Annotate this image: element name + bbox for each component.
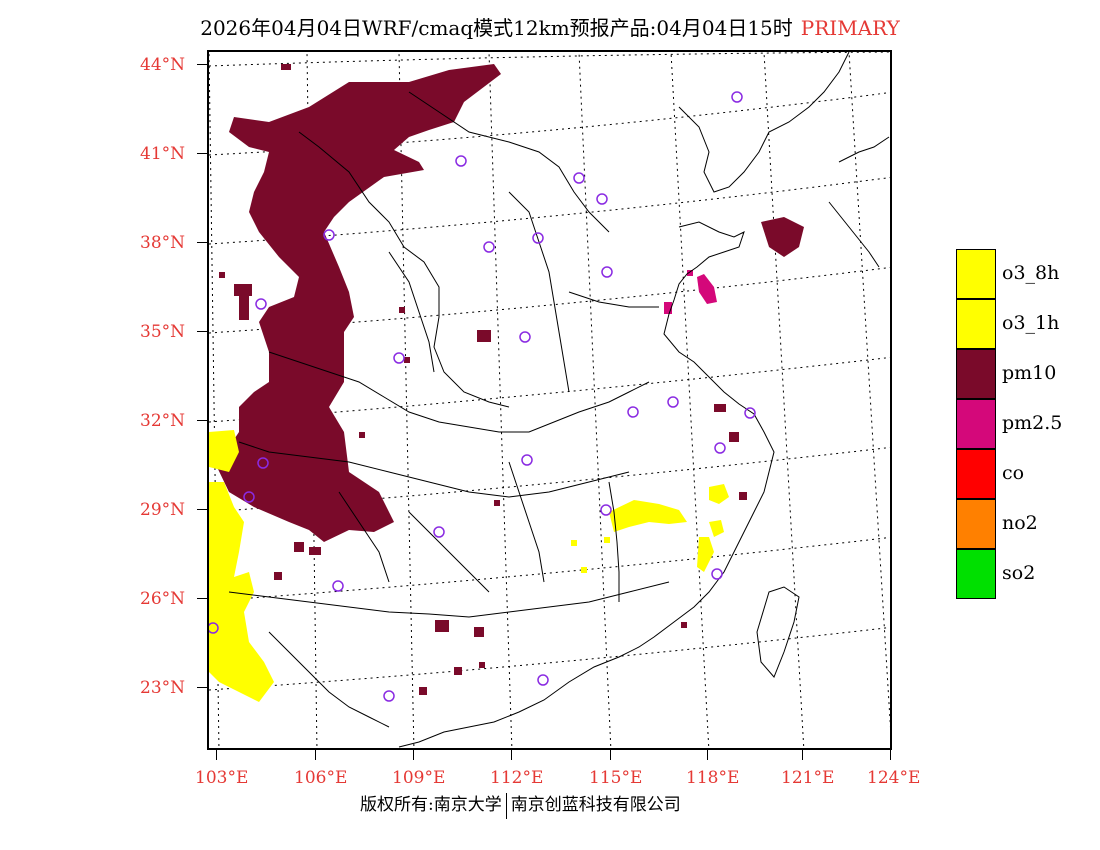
stations xyxy=(209,91,756,702)
map-panel[interactable] xyxy=(207,50,892,750)
legend-swatch xyxy=(956,249,996,299)
legend-label: o3_1h xyxy=(1002,312,1060,334)
boundaries xyxy=(228,52,890,748)
lon-label-106: 106°E xyxy=(294,768,348,788)
lon-label-124: 124°E xyxy=(867,768,921,788)
footer-right: 南京创蓝科技有限公司 xyxy=(510,795,681,815)
lon-tick xyxy=(707,750,708,760)
lon-tick xyxy=(511,750,512,760)
footer-separator xyxy=(505,792,507,819)
chart-title: 2026年04月04日WRF/cmaq模式12km预报产品:04月04日15时 P… xyxy=(0,12,1100,41)
lon-tick xyxy=(802,750,803,760)
lat-tick xyxy=(197,242,207,243)
lon-label-112: 112°E xyxy=(490,768,544,788)
legend-swatch xyxy=(956,549,996,599)
lon-label-118: 118°E xyxy=(686,768,740,788)
lat-label-38: 38°N xyxy=(140,233,186,253)
pm10-main-plume xyxy=(217,64,501,542)
lat-label-32: 32°N xyxy=(140,411,186,431)
lon-label-115: 115°E xyxy=(589,768,643,788)
legend-label: pm10 xyxy=(1002,362,1057,384)
lat-label-41: 41°N xyxy=(140,144,186,164)
lon-tick xyxy=(216,750,217,760)
lon-tick xyxy=(315,750,316,760)
lat-tick xyxy=(197,509,207,510)
lon-label-121: 121°E xyxy=(781,768,835,788)
legend-swatch xyxy=(956,399,996,449)
legend-label: pm2.5 xyxy=(1002,412,1063,434)
lat-tick xyxy=(197,598,207,599)
pm25-area xyxy=(664,270,717,314)
legend-label: co xyxy=(1002,462,1025,484)
legend-swatch xyxy=(956,499,996,549)
lat-tick xyxy=(197,331,207,332)
legend-label: so2 xyxy=(1002,562,1036,584)
lon-label-103: 103°E xyxy=(195,768,249,788)
taiwan-outline xyxy=(756,586,800,678)
o3-yunnan-area xyxy=(209,482,274,702)
footer-left: 版权所有:南京大学 xyxy=(360,795,502,815)
lat-label-29: 29°N xyxy=(140,500,186,520)
o3-jiangxi-area xyxy=(609,500,687,532)
lat-label-23: 23°N xyxy=(140,678,186,698)
map-canvas xyxy=(209,52,890,748)
legend-swatch xyxy=(956,299,996,349)
lat-tick xyxy=(197,64,207,65)
o3-area xyxy=(209,430,729,702)
lat-tick xyxy=(197,420,207,421)
title-tag: PRIMARY xyxy=(800,16,900,40)
legend-swatch xyxy=(956,449,996,499)
lat-label-35: 35°N xyxy=(140,322,186,342)
lon-tick xyxy=(610,750,611,760)
legend-label: no2 xyxy=(1002,512,1038,534)
legend-swatch xyxy=(956,349,996,399)
pm10-area xyxy=(217,64,804,695)
lon-tick xyxy=(413,750,414,760)
lat-tick xyxy=(197,153,207,154)
copyright-footer: 版权所有:南京大学 南京创蓝科技有限公司 xyxy=(360,790,681,819)
lat-label-26: 26°N xyxy=(140,589,186,609)
lat-tick xyxy=(197,687,207,688)
lon-label-109: 109°E xyxy=(392,768,446,788)
lat-label-44: 44°N xyxy=(140,55,186,75)
legend-label: o3_8h xyxy=(1002,262,1060,284)
title-main: 2026年04月04日WRF/cmaq模式12km预报产品:04月04日15时 xyxy=(200,16,793,40)
lon-tick xyxy=(890,750,891,760)
pm25-shandong-patch xyxy=(697,274,717,304)
pm10-yellow-sea-patch xyxy=(761,217,804,257)
